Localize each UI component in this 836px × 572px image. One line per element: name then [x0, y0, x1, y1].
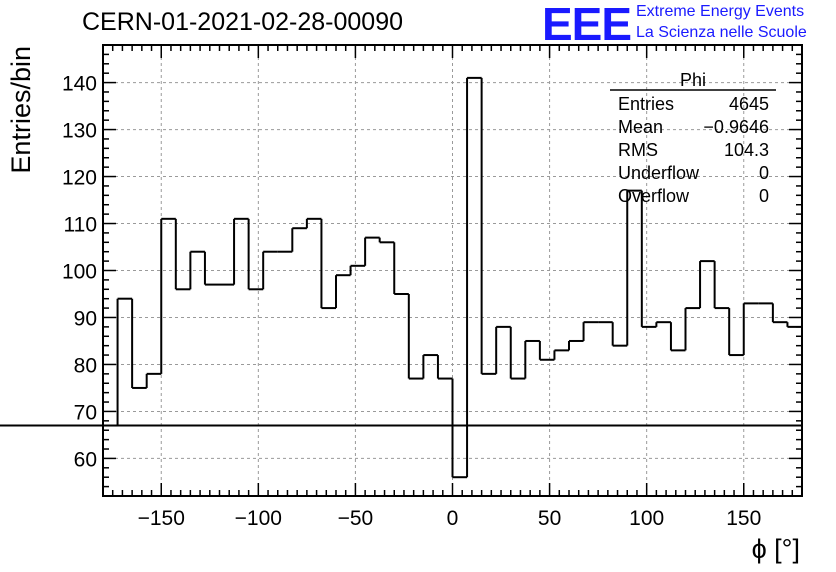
stats-row-label: RMS: [618, 140, 658, 160]
histogram-series: [0, 76, 803, 479]
stats-row-label: Mean: [618, 117, 663, 137]
eee-logo: EEE: [542, 0, 632, 50]
x-tick-label: 150: [726, 507, 761, 530]
stats-row-value: 104.3: [724, 140, 769, 160]
x-tick-label: −100: [235, 507, 282, 530]
stats-row-value: 0: [759, 186, 769, 206]
y-tick-label: 140: [62, 73, 97, 96]
grid-lines: [103, 45, 802, 496]
x-tick-label: −150: [138, 507, 185, 530]
x-tick-label: 50: [538, 507, 561, 530]
stats-row-label: Underflow: [618, 163, 700, 183]
x-tick-labels: −150 −100 −50 0 50 100 150: [138, 507, 762, 530]
stats-row-value: 4645: [729, 94, 769, 114]
logo-subtitle-line1: Extreme Energy Events: [636, 3, 805, 20]
y-tick-label: 130: [62, 120, 97, 143]
x-tick-label: −50: [338, 507, 374, 530]
axis-ticks: [103, 45, 802, 496]
stats-row-value: −0.9646: [703, 117, 769, 137]
x-tick-label: 100: [629, 507, 664, 530]
chart-title: CERN-01-2021-02-28-00090: [82, 8, 404, 36]
stats-row-value: 0: [759, 163, 769, 183]
x-axis-title: ϕ [°]: [752, 534, 800, 564]
y-tick-label: 80: [74, 354, 97, 377]
logo-subtitle-line2: La Scienza nelle Scuole: [636, 24, 807, 41]
y-tick-label: 90: [74, 307, 97, 330]
y-tick-label: 60: [74, 448, 97, 471]
stats-title: Phi: [680, 70, 706, 90]
stats-row-label: Entries: [618, 94, 674, 114]
y-tick-label: 120: [62, 167, 97, 190]
x-tick-label: 0: [447, 507, 459, 530]
y-tick-label: 100: [62, 261, 97, 284]
y-tick-label: 70: [74, 401, 97, 424]
y-tick-labels: 60 70 80 90 100 110 120 130 140: [62, 73, 97, 472]
y-tick-label: 110: [64, 214, 97, 237]
stats-row-label: Overflow: [618, 186, 690, 206]
stats-box: Phi Entries 4645 Mean −0.9646 RMS 104.3 Underf…: [610, 70, 776, 206]
y-axis-title: Entries/bin: [6, 46, 36, 174]
